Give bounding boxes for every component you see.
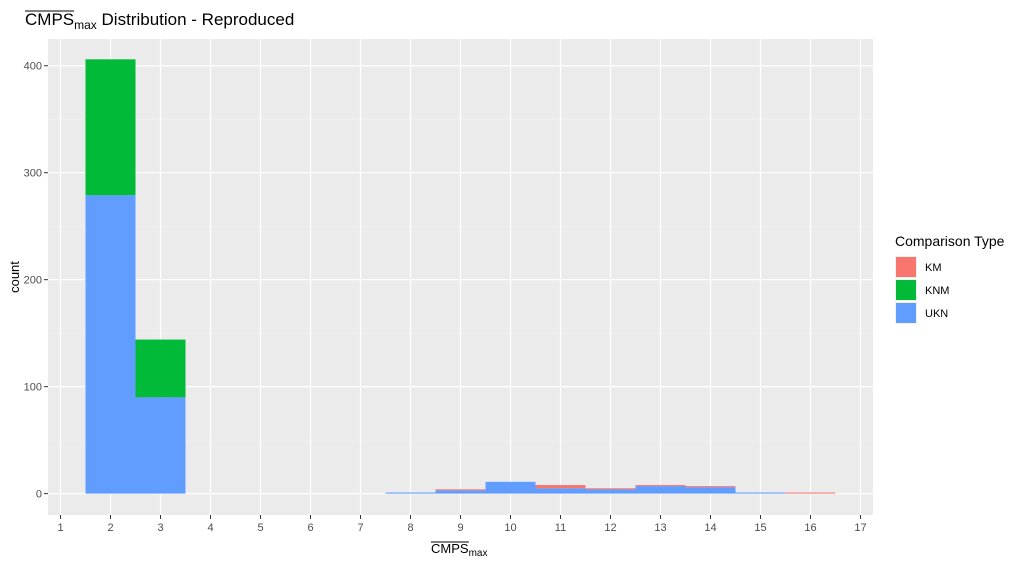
legend: Comparison Type KM KNM UKN [895,233,1005,324]
bar-km-9 [435,489,486,491]
chart-title-rest: Distribution - Reproduced [97,10,294,29]
bar-ukn-10 [485,481,536,494]
bar-km-14 [685,486,736,488]
legend-swatch-ukn [896,303,916,323]
bar-ukn-3 [135,397,186,494]
legend-label-knm: KNM [925,285,949,297]
legend-label-km: KM [925,262,942,274]
chart-title-main: CMPS [25,10,74,29]
chart-title: CMPSmax Distribution - Reproduced [25,10,294,32]
x-axis: 1 2 3 4 5 6 7 8 9 10 11 12 13 14 15 16 17 [57,515,867,534]
bar-ukn-9 [435,490,486,494]
bar-km-11 [535,485,586,489]
bar-ukn-8 [385,492,436,494]
bar-knm-2 [85,59,136,196]
y-tick-label: 400 [24,61,42,73]
x-tick-label: 8 [407,522,413,534]
x-tick-label: 11 [555,522,566,534]
x-tick-label: 2 [107,522,113,534]
y-tick-label: 0 [36,489,42,501]
y-tick-label: 200 [24,275,42,287]
x-tick-label: 15 [754,522,766,534]
bar-km-16 [785,492,836,494]
x-tick-label: 1 [57,522,63,534]
x-axis-title: CMPSmax [431,541,487,559]
bar-ukn-15 [735,492,786,494]
x-axis-title-main: CMPS [431,541,469,556]
bar-ukn-13 [635,486,686,494]
y-axis: 0 100 200 300 400 [24,61,48,501]
bar-ukn-12 [585,489,636,494]
legend-label-ukn: UKN [925,308,948,320]
x-tick-label: 17 [854,522,866,534]
x-tick-label: 9 [457,522,463,534]
chart-title-sub: max [74,18,97,32]
major-gridlines [48,39,873,515]
x-tick-label: 13 [654,522,666,534]
bar-km-13 [635,485,686,487]
bar-ukn-11 [535,488,586,494]
x-tick-label: 10 [504,522,516,534]
bar-knm-3 [135,339,186,398]
x-tick-label: 3 [157,522,163,534]
x-tick-label: 12 [604,522,616,534]
x-tick-label: 6 [307,522,313,534]
y-tick-label: 300 [24,168,42,180]
bars-layer [85,59,836,494]
y-tick-label: 100 [24,382,42,394]
y-axis-title: count [7,261,22,293]
bar-ukn-2 [85,195,136,494]
x-tick-label: 14 [704,522,716,534]
x-tick-label: 5 [257,522,263,534]
bar-ukn-14 [685,487,736,494]
bar-km-12 [585,488,636,490]
legend-swatch-knm [896,280,916,300]
x-axis-title-sub: max [469,548,488,559]
x-tick-label: 4 [207,522,213,534]
legend-title: Comparison Type [895,233,1005,249]
legend-swatch-km [896,257,916,277]
x-tick-label: 7 [357,522,363,534]
x-tick-label: 16 [804,522,816,534]
